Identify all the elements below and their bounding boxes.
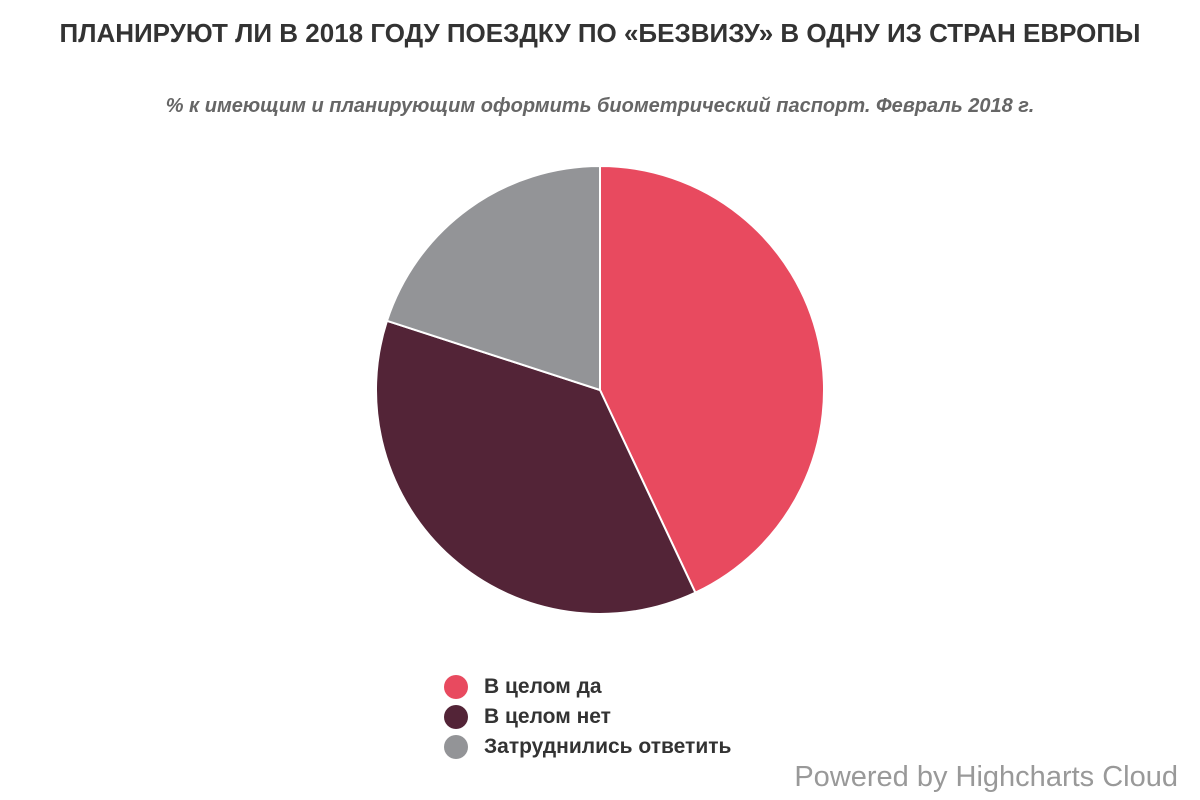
legend-marker-icon <box>444 705 468 729</box>
legend-label: Затруднились ответить <box>484 735 732 758</box>
legend-marker-icon <box>444 735 468 759</box>
legend-item-3[interactable]: Затруднились ответить <box>444 732 731 762</box>
legend-label: В целом да <box>484 675 602 698</box>
legend-item-2[interactable]: В целом нет <box>444 702 731 732</box>
pie-slice-1[interactable] <box>599 165 825 594</box>
pie-slice-3[interactable] <box>385 165 601 391</box>
chart-title: ПЛАНИРУЮТ ЛИ В 2018 ГОДУ ПОЕЗДКУ ПО «БЕЗ… <box>59 18 1141 48</box>
legend-label: В целом нет <box>484 705 611 728</box>
legend: В целом да В целом нет Затруднились ответи… <box>444 672 731 762</box>
pie-slice-2[interactable] <box>375 319 697 615</box>
chart-subtitle: % к имеющим и планирующим оформить биоме… <box>165 95 1035 117</box>
legend-item-1[interactable]: В целом да <box>444 672 731 702</box>
credits-link[interactable]: Powered by Highcharts Cloud <box>794 761 1178 793</box>
legend-marker-icon <box>444 675 468 699</box>
